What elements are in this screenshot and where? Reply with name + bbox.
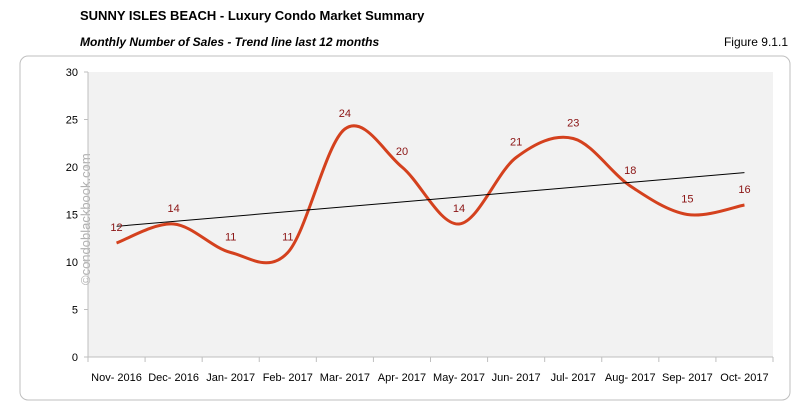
- data-label: 11: [282, 232, 293, 244]
- x-tick-label: Oct- 2017: [720, 372, 768, 384]
- y-tick-label: 15: [66, 210, 78, 222]
- chart-frame: [19, 55, 791, 401]
- x-tick-label: Jul- 2017: [551, 372, 596, 384]
- x-tick-label: Sep- 2017: [662, 372, 713, 384]
- data-label: 14: [168, 203, 180, 215]
- x-tick-label: Apr- 2017: [378, 372, 426, 384]
- data-label: 20: [396, 146, 408, 158]
- figure-label: Figure 9.1.1: [724, 35, 788, 49]
- x-tick-label: Dec- 2016: [148, 372, 199, 384]
- x-tick-label: Feb- 2017: [263, 372, 313, 384]
- series-line: [116, 124, 745, 265]
- trend-line: [116, 172, 745, 227]
- x-tick-label: Mar- 2017: [320, 372, 370, 384]
- x-tick-label: Nov- 2016: [91, 372, 142, 384]
- data-label: 18: [624, 165, 636, 177]
- watermark: ©condoblackbook.com: [78, 153, 93, 285]
- data-label: 15: [681, 194, 693, 206]
- chart-title: SUNNY ISLES BEACH - Luxury Condo Market …: [80, 8, 425, 23]
- data-label: 14: [453, 203, 465, 215]
- plot-area: [88, 72, 773, 357]
- data-label: 11: [225, 232, 236, 244]
- y-tick-label: 30: [66, 67, 78, 79]
- x-tick-label: Jan- 2017: [206, 372, 255, 384]
- x-tick-label: Aug- 2017: [605, 372, 656, 384]
- y-tick-label: 20: [66, 162, 78, 174]
- x-tick-label: May- 2017: [433, 372, 485, 384]
- data-label: 23: [567, 118, 579, 130]
- y-tick-label: 5: [72, 305, 78, 317]
- chart-subtitle: Monthly Number of Sales - Trend line las…: [80, 35, 379, 49]
- data-label: 12: [110, 222, 122, 234]
- y-tick-label: 25: [66, 115, 78, 127]
- y-tick-label: 0: [72, 352, 78, 364]
- data-label: 16: [738, 184, 750, 196]
- data-label: 24: [339, 108, 351, 120]
- x-tick-label: Jun- 2017: [492, 372, 541, 384]
- data-label: 21: [510, 137, 522, 149]
- y-tick-label: 10: [66, 257, 78, 269]
